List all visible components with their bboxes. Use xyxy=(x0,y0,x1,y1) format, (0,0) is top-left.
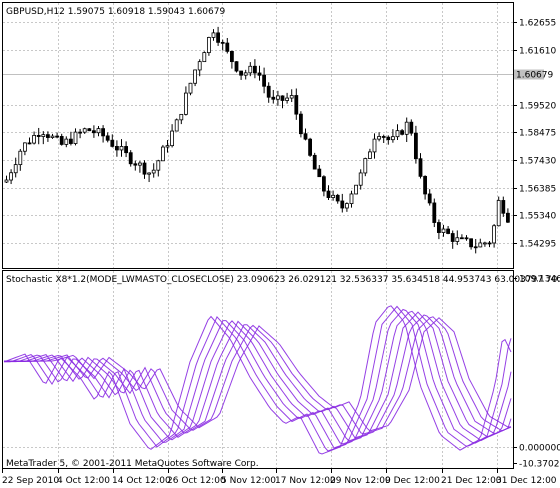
indicator-info-line: Stochastic X8*1.2(MODE_LWMASTO_CLOSECLOS… xyxy=(6,275,560,285)
price-info-line: GBPUSD,H12 1.59075 1.60918 1.59043 1.606… xyxy=(6,7,225,17)
time-scale-label: 26 Oct 12:00 xyxy=(167,476,226,486)
time-scale-label: 31 Dec 12:00 xyxy=(496,476,557,486)
time-scale-label: 17 Nov 12:00 xyxy=(275,476,336,486)
price-scale-label: 1.62655 xyxy=(519,19,556,29)
time-scale-label: 4 Oct 12:00 xyxy=(57,476,110,486)
current-price-label: 1.60679 xyxy=(516,71,553,81)
time-scale-label: 22 Sep 2010 xyxy=(2,476,59,486)
indicator-scale-label: 0.000000 xyxy=(519,444,560,454)
price-scale-label: 1.54295 xyxy=(519,240,556,250)
grid-lines xyxy=(3,3,513,468)
time-scale-label: 5 Nov 12:00 xyxy=(221,476,276,486)
price-scale-label: 1.56385 xyxy=(519,185,556,195)
price-scale-label: 1.58475 xyxy=(519,129,556,139)
time-scale-label: 21 Dec 12:00 xyxy=(441,476,502,486)
axis-labels: 1.62655 1.61610 1.60679 1.59520 1.58475 1.574… xyxy=(2,19,560,486)
price-scale-label: 1.55340 xyxy=(519,212,556,222)
stochastic-lines xyxy=(3,305,512,455)
price-scale-label: 1.59520 xyxy=(519,102,556,112)
copyright-text: MetaTrader 5, © 2001-2011 MetaQuotes Sof… xyxy=(6,459,259,469)
time-scale-label: 14 Oct 12:00 xyxy=(112,476,171,486)
indicator-scale-label: 109.134666 xyxy=(519,275,560,285)
time-scale-label: 9 Dec 12:00 xyxy=(385,476,440,486)
indicator-scale-label: -10.370262 xyxy=(519,460,560,470)
price-scale-label: 1.57430 xyxy=(519,157,556,167)
price-pane[interactable] xyxy=(2,2,514,269)
price-scale-label: 1.61610 xyxy=(519,47,556,57)
candlesticks xyxy=(4,26,510,254)
time-scale-label: 29 Nov 12:00 xyxy=(330,476,391,486)
